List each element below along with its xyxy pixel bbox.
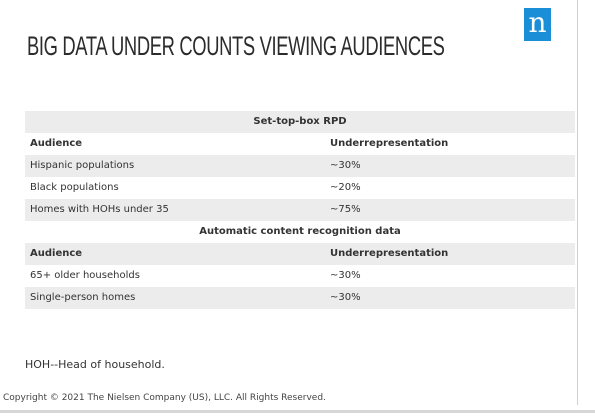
right-divider bbox=[577, 0, 578, 405]
nielsen-logo-icon: n bbox=[524, 8, 551, 41]
underrepresentation-cell: ~30% bbox=[330, 270, 361, 281]
audience-cell: Black populations bbox=[30, 182, 119, 193]
column-header-audience: Audience bbox=[30, 138, 83, 149]
section-header-row: Automatic content recognition data bbox=[25, 221, 575, 243]
table-row: Single-person homes ~30% bbox=[25, 287, 575, 309]
page-title: BIG DATA UNDER COUNTS VIEWING AUDIENCES bbox=[27, 31, 445, 61]
section-header: Set-top-box RPD bbox=[253, 116, 347, 127]
table-row: Hispanic populations ~30% bbox=[25, 155, 575, 177]
underrepresentation-cell: ~30% bbox=[330, 160, 361, 171]
table-row: Black populations ~20% bbox=[25, 177, 575, 199]
underrepresentation-cell: ~30% bbox=[330, 292, 361, 303]
section-header: Automatic content recognition data bbox=[199, 226, 401, 237]
column-header-underrepresentation: Underrepresentation bbox=[330, 138, 449, 149]
audience-cell: Hispanic populations bbox=[30, 160, 135, 171]
column-header-audience: Audience bbox=[30, 248, 83, 259]
column-header-underrepresentation: Underrepresentation bbox=[330, 248, 449, 259]
column-header-row: Audience Underrepresentation bbox=[25, 243, 575, 265]
audience-table: Set-top-box RPD Audience Underrepresenta… bbox=[25, 111, 575, 309]
copyright-notice: Copyright © 2021 The Nielsen Company (US… bbox=[3, 393, 326, 403]
audience-cell: Single-person homes bbox=[30, 292, 136, 303]
bottom-divider bbox=[0, 410, 595, 413]
table-row: 65+ older households ~30% bbox=[25, 265, 575, 287]
underrepresentation-cell: ~75% bbox=[330, 204, 361, 215]
section-header-row: Set-top-box RPD bbox=[25, 111, 575, 133]
column-header-row: Audience Underrepresentation bbox=[25, 133, 575, 155]
audience-cell: 65+ older households bbox=[30, 270, 140, 281]
audience-cell: Homes with HOHs under 35 bbox=[30, 204, 169, 215]
table-row: Homes with HOHs under 35 ~75% bbox=[25, 199, 575, 221]
underrepresentation-cell: ~20% bbox=[330, 182, 361, 193]
footnote: HOH--Head of household. bbox=[25, 358, 165, 371]
